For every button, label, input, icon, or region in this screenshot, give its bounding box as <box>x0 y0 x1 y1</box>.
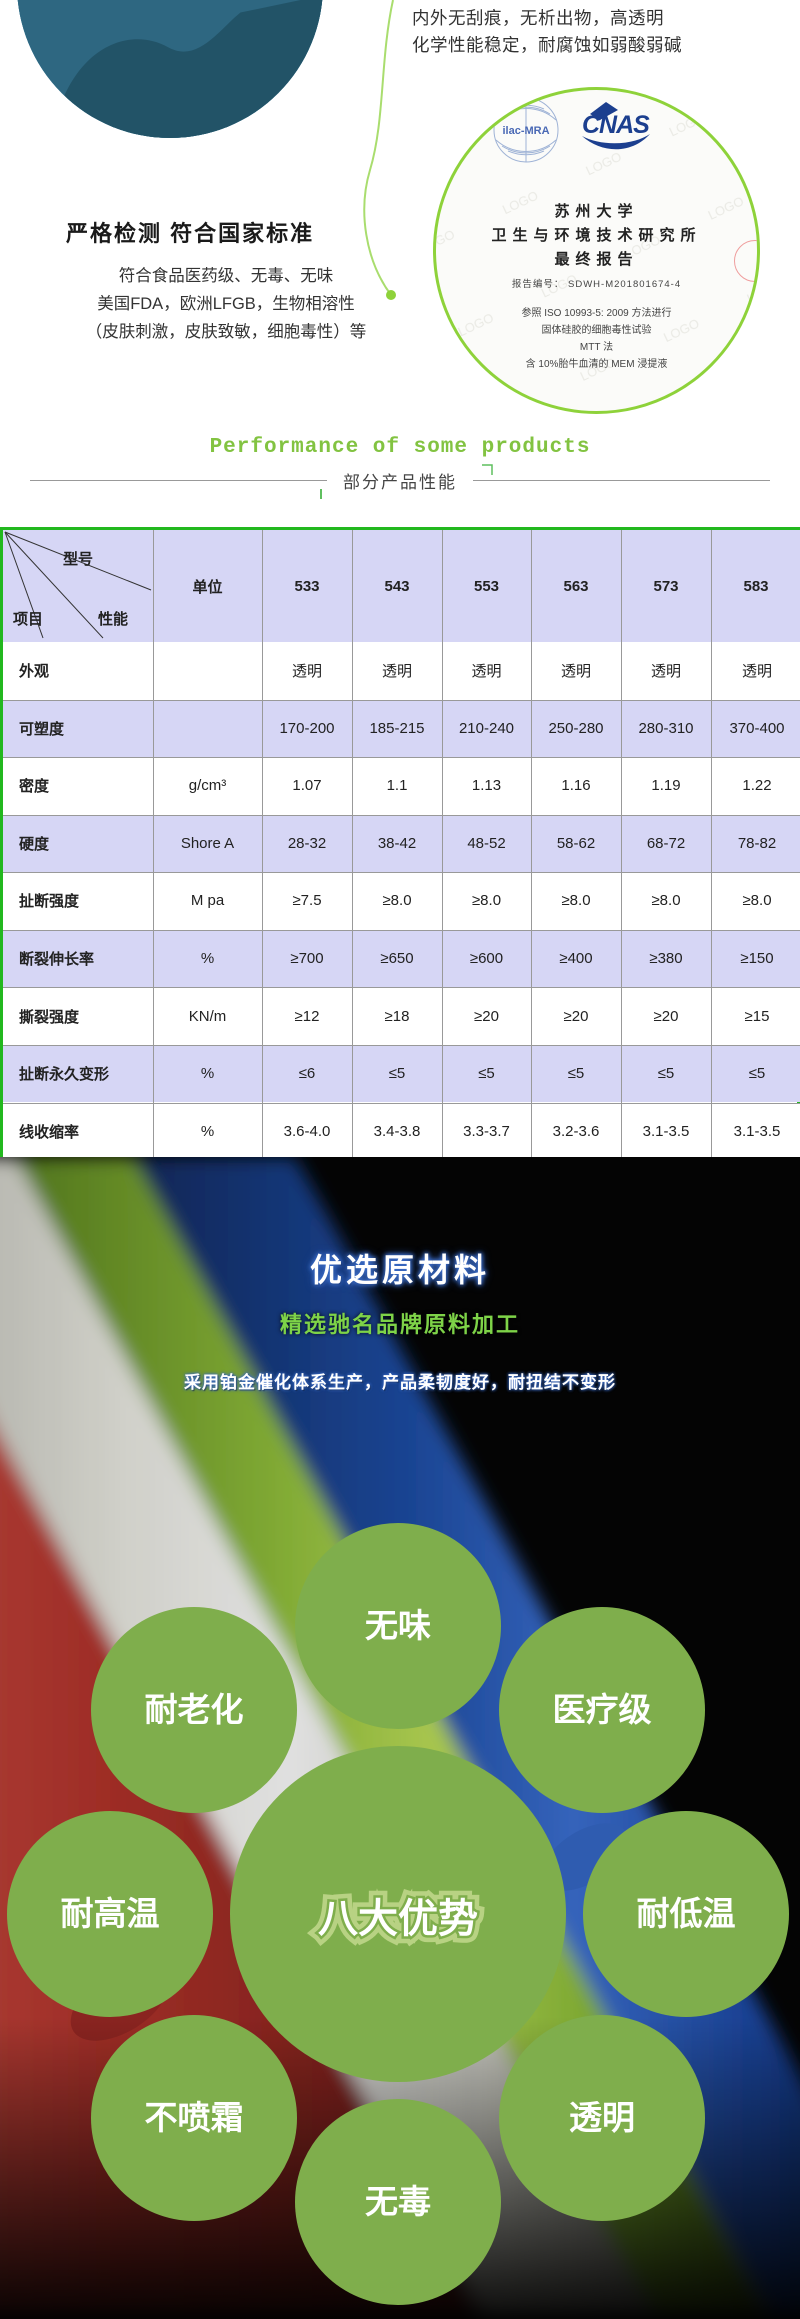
svg-text:透明: 透明 <box>569 2099 635 2136</box>
svg-text:耐老化: 耐老化 <box>145 1691 244 1728</box>
svg-text:CNAS: CNAS <box>582 111 650 139</box>
svg-text:八大优势: 八大优势 <box>318 1897 478 1941</box>
svg-text:医疗级: 医疗级 <box>553 1691 652 1728</box>
svg-text:不喷霜: 不喷霜 <box>145 2099 244 2136</box>
svg-text:耐低温: 耐低温 <box>637 1895 736 1932</box>
svg-text:无味: 无味 <box>365 1607 431 1644</box>
svg-text:ilac-MRA: ilac-MRA <box>502 125 549 137</box>
svg-text:耐高温: 耐高温 <box>61 1895 160 1932</box>
svg-text:无毒: 无毒 <box>365 2183 431 2220</box>
